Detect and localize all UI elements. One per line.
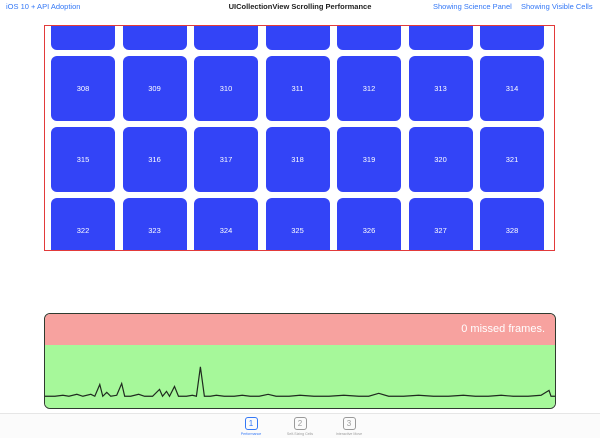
collection-cell-partial[interactable] — [122, 26, 187, 50]
collection-view[interactable]: 308 309 310 311 312 313 314 315 316 317 318 319 320 3… — [44, 25, 555, 251]
collection-cell[interactable]: 322 — [51, 198, 115, 250]
collection-cell[interactable]: 316 — [122, 127, 187, 192]
collection-cell[interactable]: 321 — [480, 127, 544, 192]
collection-cell-partial[interactable] — [337, 26, 401, 50]
collection-cell[interactable]: 320 — [408, 127, 473, 192]
tab-label: Self-Sizing Cells — [286, 432, 314, 436]
tab-performance[interactable]: 1 Performance — [228, 417, 274, 436]
number-three-icon: 3 — [342, 417, 356, 430]
collection-cell[interactable]: 327 — [408, 198, 473, 250]
tab-self-sizing-cells[interactable]: 2 Self-Sizing Cells — [277, 417, 323, 436]
tab-interactive-move[interactable]: 3 Interactive Move — [326, 417, 372, 436]
back-button[interactable]: iOS 10 + API Adoption — [6, 2, 81, 11]
collection-cell[interactable]: 326 — [337, 198, 401, 250]
collection-cell[interactable]: 313 — [408, 56, 473, 121]
collection-cell[interactable]: 311 — [265, 56, 330, 121]
visible-cells-toggle-button[interactable]: Showing Visible Cells — [521, 2, 593, 11]
collection-cell-partial[interactable] — [480, 26, 544, 50]
collection-cell-partial[interactable] — [194, 26, 258, 50]
collection-cell[interactable]: 317 — [194, 127, 258, 192]
collection-cell[interactable]: 315 — [51, 127, 115, 192]
collection-cell[interactable]: 324 — [194, 198, 258, 250]
tab-label: Interactive Move — [335, 432, 363, 436]
number-one-icon: 1 — [244, 417, 258, 430]
page-title: UICollectionView Scrolling Performance — [228, 2, 372, 11]
science-panel: 0 missed frames. — [44, 313, 556, 409]
collection-cell-partial[interactable] — [51, 26, 115, 50]
collection-cell[interactable]: 314 — [480, 56, 544, 121]
number-two-icon: 2 — [293, 417, 307, 430]
collection-cell[interactable]: 325 — [265, 198, 330, 250]
collection-cell[interactable]: 323 — [122, 198, 187, 250]
frame-time-graph — [45, 366, 555, 398]
collection-cell[interactable]: 328 — [480, 198, 544, 250]
collection-cell-partial[interactable] — [265, 26, 330, 50]
collection-cell[interactable]: 312 — [337, 56, 401, 121]
frame-graph-area — [45, 345, 555, 408]
collection-cell[interactable]: 318 — [265, 127, 330, 192]
collection-cell-partial[interactable] — [408, 26, 473, 50]
science-panel-toggle-button[interactable]: Showing Science Panel — [433, 2, 512, 11]
missed-frames-band — [45, 314, 555, 345]
missed-frames-label: 0 missed frames. — [461, 323, 545, 335]
collection-cell[interactable]: 309 — [122, 56, 187, 121]
collection-cell[interactable]: 319 — [337, 127, 401, 192]
collection-cell[interactable]: 308 — [51, 56, 115, 121]
tab-label: Performance — [240, 432, 262, 436]
collection-cells: 308 309 310 311 312 313 314 315 316 317 318 319 320 3… — [51, 26, 551, 250]
frame-time-line — [45, 366, 555, 398]
tab-bar: 1 Performance 2 Self-Sizing Cells 3 Inte… — [0, 413, 600, 438]
collection-cell[interactable]: 310 — [194, 56, 258, 121]
navigation-bar: iOS 10 + API Adoption UICollectionView S… — [0, 0, 600, 13]
